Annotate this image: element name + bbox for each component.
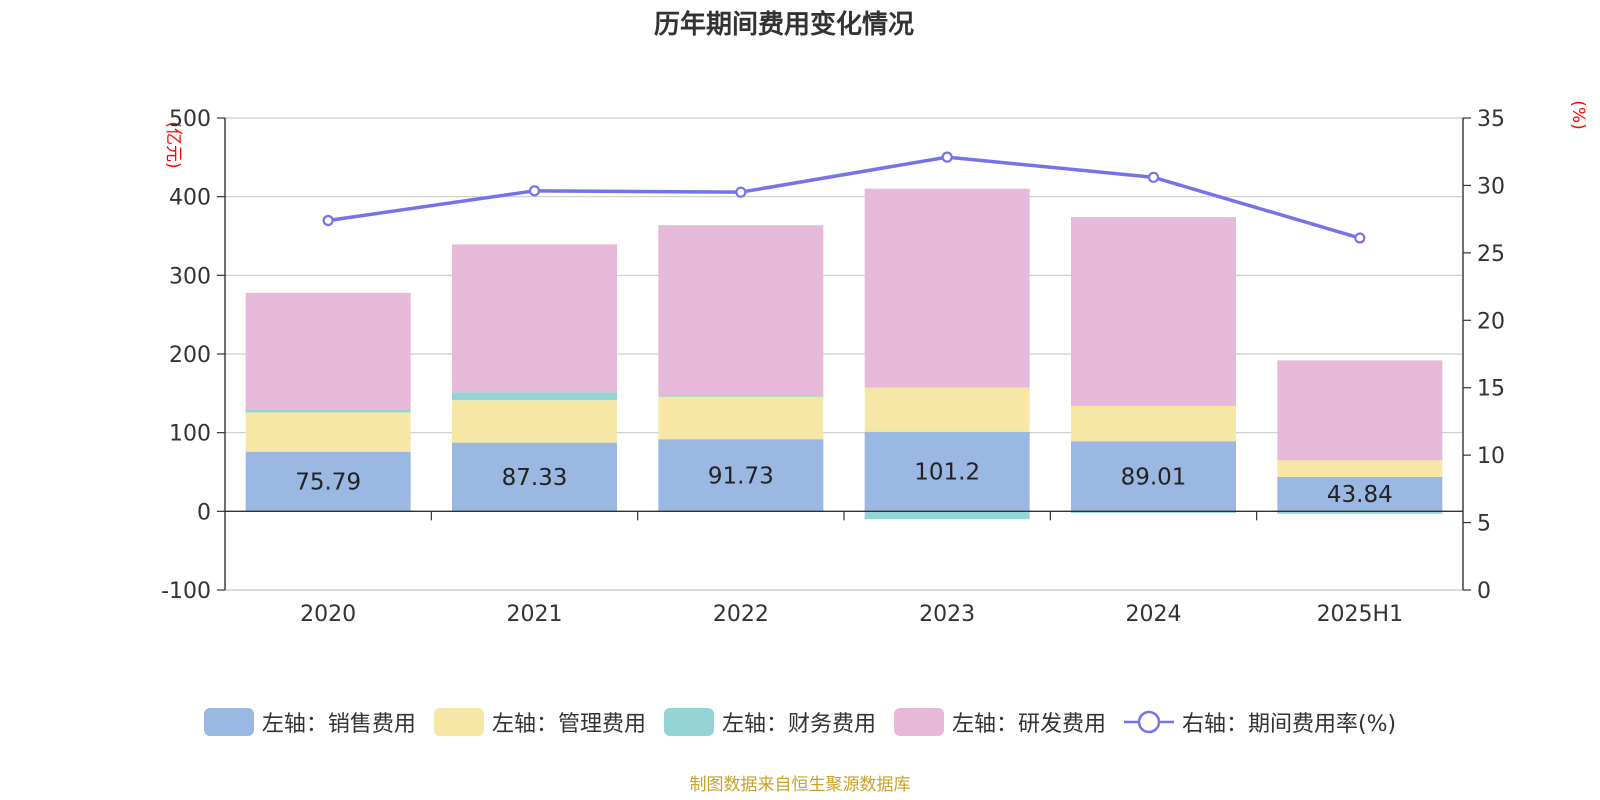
bar-segment bbox=[1071, 441, 1236, 512]
bars bbox=[245, 188, 1443, 520]
legend-item[interactable]: 左轴：销售费用 bbox=[203, 706, 416, 738]
legend-label: 左轴：管理费用 bbox=[491, 712, 646, 737]
bar-segment bbox=[658, 395, 824, 397]
bar-value-label: 75.79 bbox=[295, 470, 361, 496]
legend-item[interactable]: 右轴：期间费用率(%) bbox=[1123, 706, 1397, 738]
y-left-tick-label: 400 bbox=[169, 186, 211, 211]
legend-marker bbox=[1137, 710, 1161, 734]
rate-line-path bbox=[327, 155, 1361, 240]
bar-segment bbox=[245, 412, 411, 452]
x-tick-label: 2021 bbox=[507, 602, 563, 627]
bar-segment bbox=[864, 387, 1030, 432]
legend-label: 右轴：期间费用率(%) bbox=[1181, 712, 1397, 737]
bar-value-label: 91.73 bbox=[708, 463, 774, 489]
legend-label: 左轴：财务费用 bbox=[721, 712, 876, 737]
bar-segment bbox=[245, 292, 411, 410]
x-tick-label: 2022 bbox=[713, 602, 769, 627]
x-tick-label: 2020 bbox=[300, 602, 356, 627]
bar-segment bbox=[1071, 511, 1236, 513]
x-tick-label: 2023 bbox=[919, 602, 975, 627]
y-right-tick-label: 25 bbox=[1477, 242, 1505, 267]
y-right-tick-label: 20 bbox=[1477, 309, 1505, 334]
legend-item[interactable]: 左轴：财务费用 bbox=[663, 706, 876, 738]
rate-point bbox=[1354, 232, 1366, 244]
y-left-tick-label: 0 bbox=[197, 500, 211, 525]
y-right-tick-label: 35 bbox=[1477, 107, 1505, 132]
bar-segment bbox=[1277, 360, 1443, 461]
y-axis-right-label: (%) bbox=[1568, 100, 1588, 129]
rate-point bbox=[322, 214, 334, 227]
legend-item[interactable]: 左轴：研发费用 bbox=[893, 706, 1106, 738]
bar-segment bbox=[452, 244, 617, 393]
bar-segment bbox=[452, 400, 617, 443]
x-tick-label: 2024 bbox=[1126, 602, 1182, 627]
rate-point bbox=[1147, 171, 1160, 183]
legend-swatch bbox=[663, 708, 714, 736]
y-right-tick-label: 5 bbox=[1477, 512, 1491, 537]
legend-swatch bbox=[203, 708, 254, 736]
rate-point bbox=[941, 151, 953, 163]
bar-segment bbox=[452, 392, 617, 401]
grid-lines bbox=[225, 117, 1463, 591]
rate-point bbox=[735, 186, 747, 198]
bar-segment bbox=[864, 188, 1030, 388]
rate-point bbox=[528, 185, 541, 197]
bar-labels: 75.79 87.33 91.73 101.2 89.01 43.84 bbox=[295, 460, 1393, 509]
y-axis-left-label: (亿元) bbox=[163, 121, 183, 168]
y-left-tick-label: 200 bbox=[169, 343, 211, 368]
bar-value-label: 43.84 bbox=[1327, 482, 1393, 508]
legend-item[interactable]: 左轴：管理费用 bbox=[433, 706, 646, 738]
legend-swatch bbox=[433, 708, 484, 736]
bar-value-label: 89.01 bbox=[1121, 464, 1187, 490]
bar-segment bbox=[1277, 511, 1443, 514]
bar-segment bbox=[452, 442, 617, 512]
y-left-tick-label: 300 bbox=[169, 264, 211, 289]
bar-segment bbox=[1071, 405, 1236, 442]
legend-swatch bbox=[1123, 710, 1174, 734]
x-tick-label: 2025H1 bbox=[1317, 602, 1404, 627]
bar-segment bbox=[658, 439, 824, 512]
bar-value-label: 101.2 bbox=[914, 460, 980, 486]
bar-segment bbox=[245, 409, 411, 413]
bar-segment bbox=[1071, 217, 1236, 406]
axes: 500 400 300 200 100 0 -100 35 30 25 20 15 10 5 0 2020 20… bbox=[161, 107, 1505, 627]
rate-line bbox=[322, 151, 1366, 244]
legend-label: 左轴：研发费用 bbox=[951, 712, 1106, 737]
legend: 左轴：销售费用 左轴：管理费用 左轴：财务费用 左轴：研发费用 右轴：期间费用率(%) bbox=[0, 706, 1600, 738]
y-left-tick-label: 500 bbox=[169, 107, 211, 132]
source-note: 制图数据来自恒生聚源数据库 bbox=[689, 775, 911, 795]
y-left-tick-label: -100 bbox=[161, 579, 211, 604]
y-right-tick-label: 15 bbox=[1477, 377, 1505, 402]
legend-swatch bbox=[893, 708, 944, 736]
y-left-tick-label: 100 bbox=[169, 422, 211, 447]
bar-segment bbox=[658, 396, 824, 440]
legend-label: 左轴：销售费用 bbox=[261, 712, 416, 737]
y-right-tick-label: 10 bbox=[1477, 444, 1505, 469]
bar-segment bbox=[864, 511, 1030, 520]
bar-segment bbox=[1277, 476, 1443, 512]
bar-segment bbox=[658, 225, 824, 396]
bar-segment bbox=[1277, 460, 1443, 477]
y-right-tick-label: 30 bbox=[1477, 174, 1505, 199]
y-right-tick-label: 0 bbox=[1477, 579, 1491, 604]
bar-segment bbox=[864, 431, 1030, 512]
bar-value-label: 87.33 bbox=[502, 465, 568, 491]
bar-segment bbox=[245, 451, 411, 512]
chart-title: 历年期间费用变化情况 bbox=[654, 9, 914, 40]
